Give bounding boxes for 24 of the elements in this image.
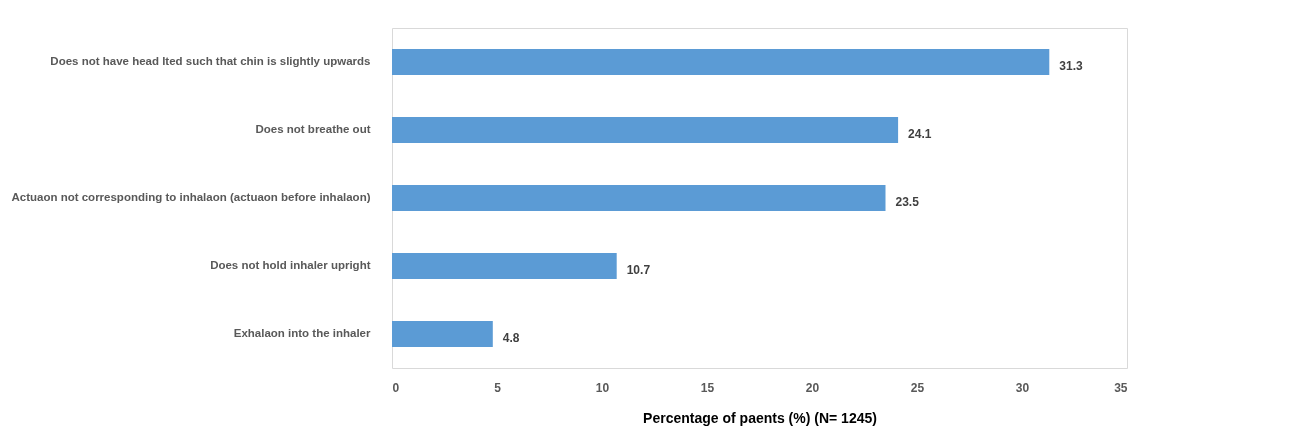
x-tick-label: 15 <box>700 380 715 395</box>
data-label: 23.5 <box>895 195 920 209</box>
y-tick-label: Exhalaon into the inhaler <box>233 327 372 339</box>
x-tick-label: 5 <box>494 380 502 395</box>
bar <box>392 117 899 143</box>
data-label: 24.1 <box>908 127 932 141</box>
x-tick-label: 30 <box>1015 380 1030 395</box>
y-tick-label: Does not hold inhaler upright <box>210 259 371 271</box>
data-label: 10.7 <box>626 263 651 277</box>
bar <box>392 49 1050 75</box>
x-tick-label: 0 <box>392 380 400 395</box>
y-tick-label: Actuaon not corresponding to inhalaon (actuaon before inhalaon) <box>11 191 371 203</box>
x-tick-label: 25 <box>910 380 925 395</box>
data-label: 31.3 <box>1059 59 1083 73</box>
x-tick-label: 35 <box>1114 380 1128 395</box>
bar <box>392 185 886 211</box>
y-tick-label: Does not breathe out <box>255 123 371 135</box>
data-label: 4.8 <box>502 331 520 345</box>
x-tick-label: 10 <box>595 380 610 395</box>
x-axis-title: Percentage of paents (%) (N= 1245) <box>643 409 877 426</box>
bar <box>392 321 493 347</box>
x-tick-label: 20 <box>805 380 820 395</box>
y-tick-label: Does not have head lted such that chin is slightly upwards <box>50 55 371 67</box>
bar <box>392 253 617 279</box>
